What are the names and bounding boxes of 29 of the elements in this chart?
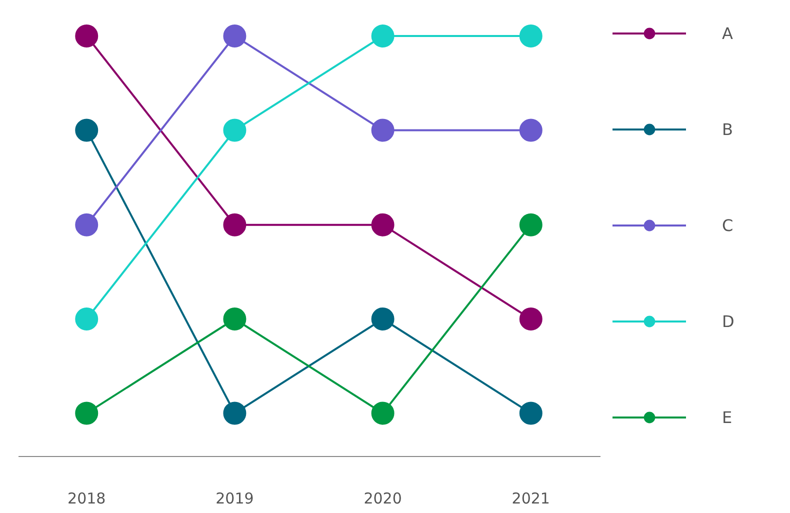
x-tick-label: 2020 xyxy=(364,490,402,508)
point xyxy=(223,308,246,330)
point xyxy=(75,118,98,142)
point xyxy=(371,118,394,142)
point xyxy=(519,308,542,330)
legend-label: C xyxy=(722,216,734,234)
point xyxy=(223,213,246,236)
legend-label: D xyxy=(722,312,736,330)
x-tick-label: 2021 xyxy=(512,490,550,508)
point xyxy=(75,24,98,48)
point xyxy=(519,24,542,48)
point xyxy=(223,24,246,48)
legend-label: E xyxy=(722,408,734,426)
point xyxy=(75,213,98,236)
x-tick-label: 2019 xyxy=(216,490,254,508)
point xyxy=(371,24,394,48)
point xyxy=(75,402,98,425)
point xyxy=(371,402,394,425)
point xyxy=(371,308,394,330)
point xyxy=(371,213,394,236)
point xyxy=(223,402,246,425)
x-tick-label: 2018 xyxy=(68,490,106,508)
point xyxy=(75,308,98,330)
legend-label: A xyxy=(722,24,734,42)
point xyxy=(223,118,246,142)
point xyxy=(519,213,542,236)
point xyxy=(519,118,542,142)
point xyxy=(519,402,542,425)
legend-label: B xyxy=(722,120,734,138)
